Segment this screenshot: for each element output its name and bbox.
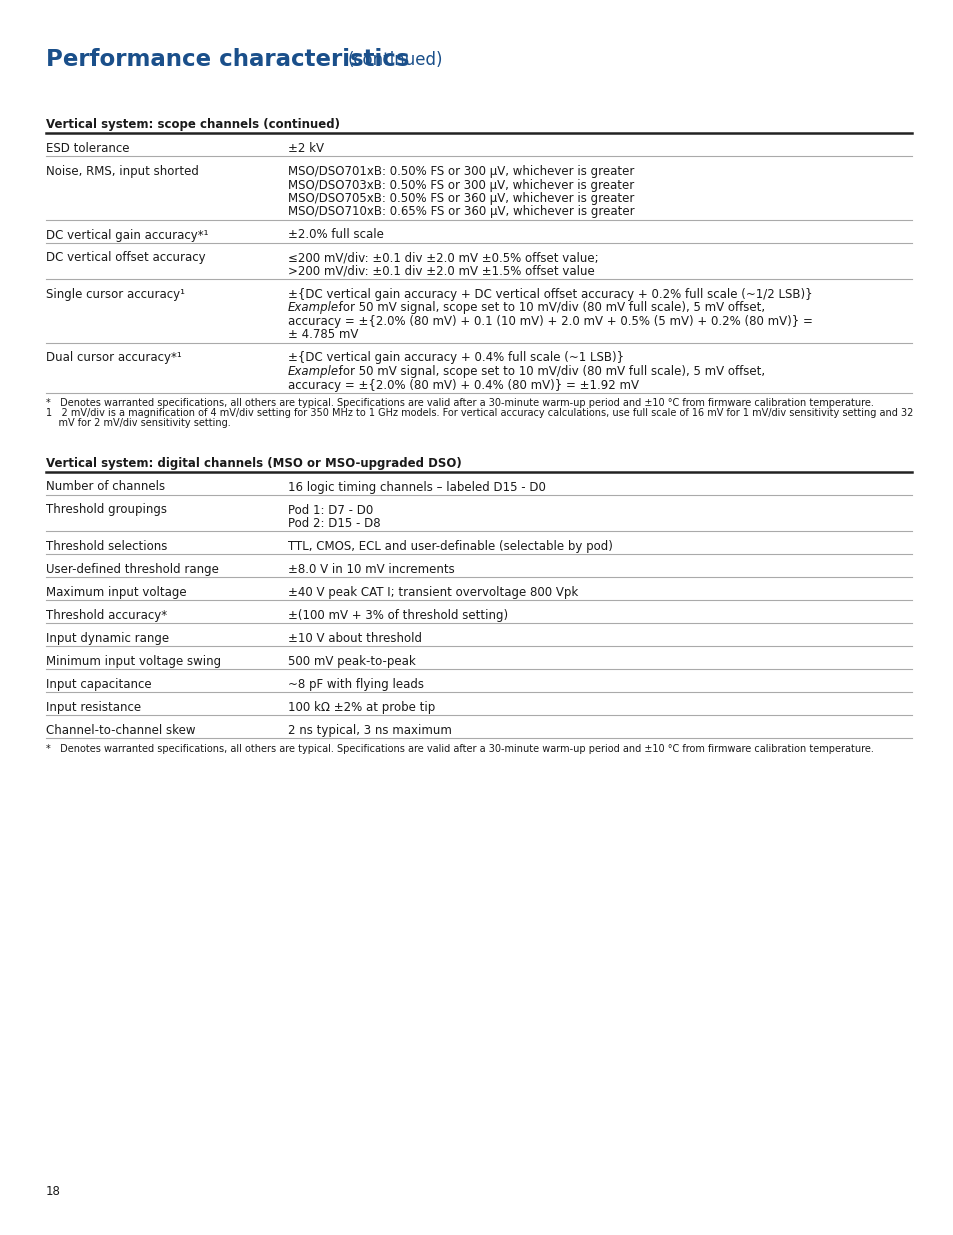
Text: ≤200 mV/div: ±0.1 div ±2.0 mV ±0.5% offset value;: ≤200 mV/div: ±0.1 div ±2.0 mV ±0.5% offs…	[288, 252, 598, 264]
Text: Example:: Example:	[288, 366, 343, 378]
Text: TTL, CMOS, ECL and user-definable (selectable by pod): TTL, CMOS, ECL and user-definable (selec…	[288, 540, 612, 553]
Text: accuracy = ±{2.0% (80 mV) + 0.1 (10 mV) + 2.0 mV + 0.5% (5 mV) + 0.2% (80 mV)} =: accuracy = ±{2.0% (80 mV) + 0.1 (10 mV) …	[288, 315, 812, 329]
Text: ±2 kV: ±2 kV	[288, 142, 324, 156]
Text: 2 ns typical, 3 ns maximum: 2 ns typical, 3 ns maximum	[288, 724, 452, 737]
Text: Pod 2: D15 - D8: Pod 2: D15 - D8	[288, 517, 380, 530]
Text: MSO/DSO710xB: 0.65% FS or 360 μV, whichever is greater: MSO/DSO710xB: 0.65% FS or 360 μV, whiche…	[288, 205, 634, 219]
Text: ±{DC vertical gain accuracy + 0.4% full scale (~1 LSB)}: ±{DC vertical gain accuracy + 0.4% full …	[288, 352, 623, 364]
Text: Vertical system: digital channels (MSO or MSO-upgraded DSO): Vertical system: digital channels (MSO o…	[46, 457, 461, 469]
Text: MSO/DSO703xB: 0.50% FS or 300 μV, whichever is greater: MSO/DSO703xB: 0.50% FS or 300 μV, whiche…	[288, 179, 634, 191]
Text: Performance characteristics: Performance characteristics	[46, 48, 409, 70]
Text: Maximum input voltage: Maximum input voltage	[46, 585, 187, 599]
Text: 500 mV peak-to-peak: 500 mV peak-to-peak	[288, 655, 416, 668]
Text: ESD tolerance: ESD tolerance	[46, 142, 130, 156]
Text: for 50 mV signal, scope set to 10 mV/div (80 mV full scale), 5 mV offset,: for 50 mV signal, scope set to 10 mV/div…	[335, 366, 764, 378]
Text: ~8 pF with flying leads: ~8 pF with flying leads	[288, 678, 423, 692]
Text: ±{DC vertical gain accuracy + DC vertical offset accuracy + 0.2% full scale (~1/: ±{DC vertical gain accuracy + DC vertica…	[288, 288, 812, 301]
Text: (continued): (continued)	[348, 51, 443, 69]
Text: ±8.0 V in 10 mV increments: ±8.0 V in 10 mV increments	[288, 563, 455, 576]
Text: *   Denotes warranted specifications, all others are typical. Specifications are: * Denotes warranted specifications, all …	[46, 399, 873, 409]
Text: Pod 1: D7 - D0: Pod 1: D7 - D0	[288, 504, 373, 516]
Text: for 50 mV signal, scope set to 10 mV/div (80 mV full scale), 5 mV offset,: for 50 mV signal, scope set to 10 mV/div…	[335, 301, 764, 315]
Text: MSO/DSO701xB: 0.50% FS or 300 μV, whichever is greater: MSO/DSO701xB: 0.50% FS or 300 μV, whiche…	[288, 165, 634, 178]
Text: mV for 2 mV/div sensitivity setting.: mV for 2 mV/div sensitivity setting.	[46, 419, 231, 429]
Text: accuracy = ±{2.0% (80 mV) + 0.4% (80 mV)} = ±1.92 mV: accuracy = ±{2.0% (80 mV) + 0.4% (80 mV)…	[288, 378, 639, 391]
Text: ±10 V about threshold: ±10 V about threshold	[288, 632, 421, 645]
Text: Minimum input voltage swing: Minimum input voltage swing	[46, 655, 221, 668]
Text: Example:: Example:	[288, 301, 343, 315]
Text: ± 4.785 mV: ± 4.785 mV	[288, 329, 358, 342]
Text: >200 mV/div: ±0.1 div ±2.0 mV ±1.5% offset value: >200 mV/div: ±0.1 div ±2.0 mV ±1.5% offs…	[288, 266, 594, 278]
Text: Input capacitance: Input capacitance	[46, 678, 152, 692]
Text: 16 logic timing channels – labeled D15 - D0: 16 logic timing channels – labeled D15 -…	[288, 480, 545, 494]
Text: MSO/DSO705xB: 0.50% FS or 360 μV, whichever is greater: MSO/DSO705xB: 0.50% FS or 360 μV, whiche…	[288, 191, 634, 205]
Text: User-defined threshold range: User-defined threshold range	[46, 563, 218, 576]
Text: Channel-to-channel skew: Channel-to-channel skew	[46, 724, 195, 737]
Text: 100 kΩ ±2% at probe tip: 100 kΩ ±2% at probe tip	[288, 701, 435, 714]
Text: Threshold selections: Threshold selections	[46, 540, 167, 553]
Text: DC vertical gain accuracy*¹: DC vertical gain accuracy*¹	[46, 228, 209, 242]
Text: Vertical system: scope channels (continued): Vertical system: scope channels (continu…	[46, 119, 339, 131]
Text: Input dynamic range: Input dynamic range	[46, 632, 169, 645]
Text: Number of channels: Number of channels	[46, 480, 165, 494]
Text: Threshold accuracy*: Threshold accuracy*	[46, 609, 167, 622]
Text: Noise, RMS, input shorted: Noise, RMS, input shorted	[46, 165, 198, 178]
Text: ±(100 mV + 3% of threshold setting): ±(100 mV + 3% of threshold setting)	[288, 609, 508, 622]
Text: Dual cursor accuracy*¹: Dual cursor accuracy*¹	[46, 352, 182, 364]
Text: DC vertical offset accuracy: DC vertical offset accuracy	[46, 252, 206, 264]
Text: 1   2 mV/div is a magnification of 4 mV/div setting for 350 MHz to 1 GHz models.: 1 2 mV/div is a magnification of 4 mV/di…	[46, 409, 912, 419]
Text: ±40 V peak CAT I; transient overvoltage 800 Vpk: ±40 V peak CAT I; transient overvoltage …	[288, 585, 578, 599]
Text: Single cursor accuracy¹: Single cursor accuracy¹	[46, 288, 185, 301]
Text: *   Denotes warranted specifications, all others are typical. Specifications are: * Denotes warranted specifications, all …	[46, 743, 873, 755]
Text: ±2.0% full scale: ±2.0% full scale	[288, 228, 383, 242]
Text: Threshold groupings: Threshold groupings	[46, 504, 167, 516]
Text: 18: 18	[46, 1186, 61, 1198]
Text: Input resistance: Input resistance	[46, 701, 141, 714]
